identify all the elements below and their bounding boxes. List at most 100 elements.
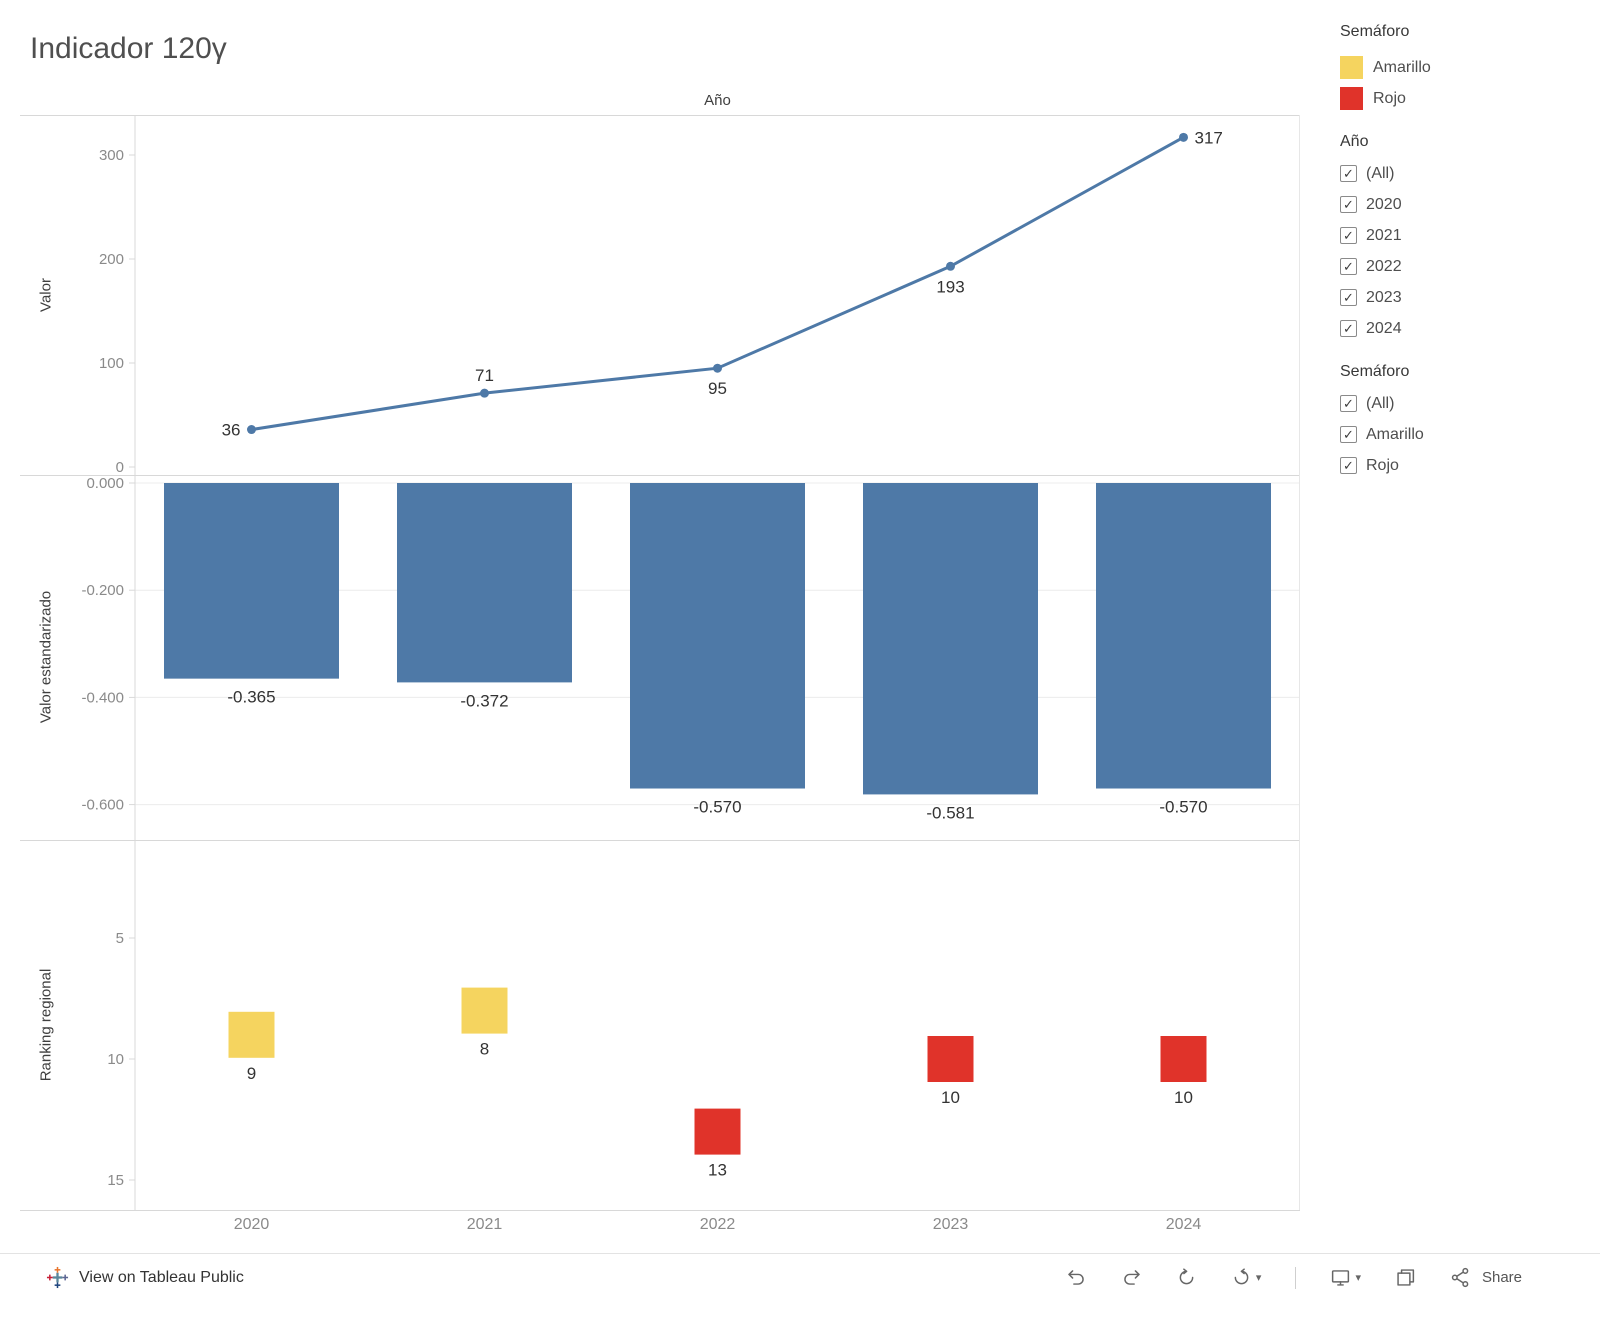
panel-border [20,840,1300,841]
bar-label: -0.365 [227,688,275,707]
filter-option-label: 2024 [1366,319,1402,337]
checkbox-checked-icon[interactable]: ✓ [1340,426,1357,443]
y-tick-label: 300 [99,147,124,164]
filter-option-label: 2020 [1366,195,1402,213]
data-point[interactable] [713,363,722,373]
ranking-mark[interactable] [228,1011,275,1058]
legend-label: Rojo [1373,89,1406,107]
bar[interactable] [863,483,1038,795]
legend-item-rojo[interactable]: Rojo [1340,83,1590,114]
data-point[interactable] [1179,132,1188,142]
sidebar: Semáforo Amarillo Rojo Año ✓ (All) ✓ 2020 ✓ 202… [1340,20,1590,481]
checkbox-checked-icon[interactable]: ✓ [1340,227,1357,244]
share-label: Share [1481,1269,1522,1286]
x-axis-label: 2022 [699,1216,736,1233]
chevron-down-icon: ▾ [1355,1272,1361,1284]
y-tick-label: 10 [107,1051,124,1068]
ranking-label: 8 [480,1040,489,1059]
filter-option-2021[interactable]: ✓ 2021 [1340,220,1590,251]
tableau-logo-icon [46,1266,69,1289]
filter-option-label: (All) [1366,164,1395,182]
bar[interactable] [397,483,572,683]
legend-swatch-rojo [1340,87,1363,110]
redo-button[interactable] [1121,1267,1142,1288]
filter-option-2022[interactable]: ✓ 2022 [1340,251,1590,282]
x-axis-label: 2020 [233,1216,270,1233]
panel-border [20,115,1300,116]
data-label: 317 [1195,128,1223,147]
filter-ano: Año ✓ (All) ✓ 2020 ✓ 2021 ✓ 2022 ✓ 2023 ✓ 2024 [1340,130,1590,344]
fullscreen-button[interactable] [1395,1267,1416,1288]
filter-semaforo: Semáforo ✓ (All) ✓ Amarillo ✓ Rojo [1340,360,1590,481]
filter-title: Semáforo [1340,363,1410,380]
checkbox-checked-icon[interactable]: ✓ [1340,395,1357,412]
y-tick-label: 5 [116,930,124,947]
filter-option-2023[interactable]: ✓ 2023 [1340,282,1590,313]
fullscreen-icon [1397,1269,1415,1286]
ranking-mark[interactable] [927,1036,974,1082]
ranking-mark[interactable] [694,1108,741,1155]
filter-option-label: Rojo [1366,456,1399,474]
filter-option-2024[interactable]: ✓ 2024 [1340,313,1590,344]
y-tick-label: 100 [99,355,124,372]
bottom-toolbar: View on Tableau Public [0,1253,1600,1301]
filter-option-all[interactable]: ✓ (All) [1340,158,1590,189]
undo-button[interactable] [1066,1267,1087,1288]
ranking-mark[interactable] [1160,1036,1207,1082]
bar-chart: 0.000 -0.200 -0.400 -0.600 -0.365 -0.372 -0.57… [81,475,1300,840]
y-tick-label: 0.000 [86,475,124,492]
data-label: 36 [222,421,241,440]
filter-option-label: (All) [1366,394,1395,412]
checkbox-checked-icon[interactable]: ✓ [1340,457,1357,474]
ranking-label: 10 [941,1088,960,1107]
share-icon [1451,1267,1469,1288]
replay-button[interactable] [1176,1267,1197,1288]
bar-label: -0.581 [926,803,974,822]
filter-option-label: Amarillo [1366,425,1424,443]
filter-option-rojo[interactable]: ✓ Rojo [1340,450,1590,481]
data-point[interactable] [480,388,489,398]
data-label: 95 [708,379,727,398]
toolbar-divider [1295,1266,1297,1289]
bar[interactable] [164,483,339,679]
data-label: 193 [936,277,964,296]
checkbox-checked-icon[interactable]: ✓ [1340,320,1357,337]
filter-option-label: 2021 [1366,226,1402,244]
bar[interactable] [630,483,805,789]
bar[interactable] [1096,483,1271,789]
legend-item-amarillo[interactable]: Amarillo [1340,52,1590,83]
ranking-label: 9 [247,1064,256,1083]
filter-option-amarillo[interactable]: ✓ Amarillo [1340,419,1590,450]
device-layout-icon [1332,1270,1350,1286]
dashboard-title: Indicador 120γ [30,32,227,65]
y-tick-label: -0.600 [81,797,124,814]
ranking-mark[interactable] [461,987,508,1034]
view-on-tableau-public-label[interactable]: View on Tableau Public [79,1268,244,1286]
filter-option-label: 2023 [1366,288,1402,306]
color-legend: Amarillo Rojo [1340,52,1590,114]
filter-title: Año [1340,133,1369,150]
share-button[interactable]: Share [1450,1267,1522,1288]
legend-title: Semáforo [1340,23,1410,40]
bar-label: -0.372 [460,691,508,710]
panel-border [20,475,1300,476]
replay-icon [1179,1268,1194,1285]
filter-option-all[interactable]: ✓ (All) [1340,388,1590,419]
tableau-attribution-link[interactable]: View on Tableau Public [46,1266,244,1289]
refresh-icon [1234,1268,1249,1285]
legend-swatch-amarillo [1340,56,1363,79]
checkbox-checked-icon[interactable]: ✓ [1340,165,1357,182]
y-tick-label: -0.400 [81,689,124,706]
checkbox-checked-icon[interactable]: ✓ [1340,258,1357,275]
filter-option-2020[interactable]: ✓ 2020 [1340,189,1590,220]
checkbox-checked-icon[interactable]: ✓ [1340,289,1357,306]
refresh-button[interactable]: ▾ [1231,1267,1261,1288]
x-axis-title: Año [704,92,731,109]
data-point[interactable] [946,261,955,271]
bar-label: -0.570 [1159,798,1207,817]
device-layout-button[interactable]: ▾ [1330,1267,1361,1288]
data-point[interactable] [247,425,256,435]
panel-border-right [1299,115,1300,1210]
checkbox-checked-icon[interactable]: ✓ [1340,196,1357,213]
